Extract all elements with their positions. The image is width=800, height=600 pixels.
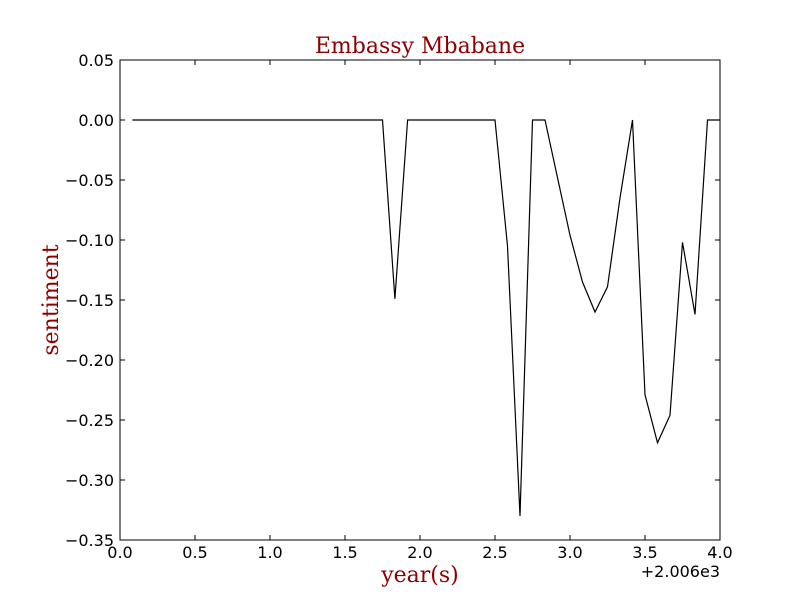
- y-tick-label: −0.10: [65, 231, 114, 250]
- y-tick-label: −0.35: [65, 531, 114, 550]
- x-tick-label: 3.0: [557, 543, 582, 562]
- y-tick-label: −0.30: [65, 471, 114, 490]
- x-axis-ticks: 0.0 0.5 1.0 1.5 2.0 2.5 3.0 3.5 4.0: [107, 60, 733, 562]
- series-line: [132, 119, 720, 517]
- plot-frame: [119, 59, 721, 541]
- y-tick-label: −0.20: [65, 351, 114, 370]
- x-tick-label: 1.5: [332, 543, 357, 562]
- y-axis-label: sentiment: [39, 244, 64, 355]
- y-tick-label: 0.05: [78, 51, 114, 70]
- chart-title: Embassy Mbabane: [315, 34, 525, 59]
- x-tick-label: 1.0: [257, 543, 282, 562]
- series-layer: [132, 119, 720, 517]
- plot-area: [120, 60, 720, 540]
- x-tick-label: 3.5: [632, 543, 657, 562]
- x-axis-offset-label: +2.006e3: [641, 562, 720, 581]
- y-tick-label: 0.00: [78, 111, 114, 130]
- x-tick-label: 0.5: [182, 543, 207, 562]
- y-axis-ticks: 0.05 0.00 −0.05 −0.10 −0.15 −0.20 −0.25 −0.30 −0…: [65, 51, 720, 550]
- y-tick-label: −0.15: [65, 291, 114, 310]
- x-tick-label: 2.5: [482, 543, 507, 562]
- x-axis-label: year(s): [380, 563, 459, 588]
- y-tick-label: −0.25: [65, 411, 114, 430]
- y-tick-label: −0.05: [65, 171, 114, 190]
- x-tick-label: 2.0: [407, 543, 432, 562]
- x-tick-label: 4.0: [707, 543, 732, 562]
- x-tick-label: 0.0: [107, 543, 132, 562]
